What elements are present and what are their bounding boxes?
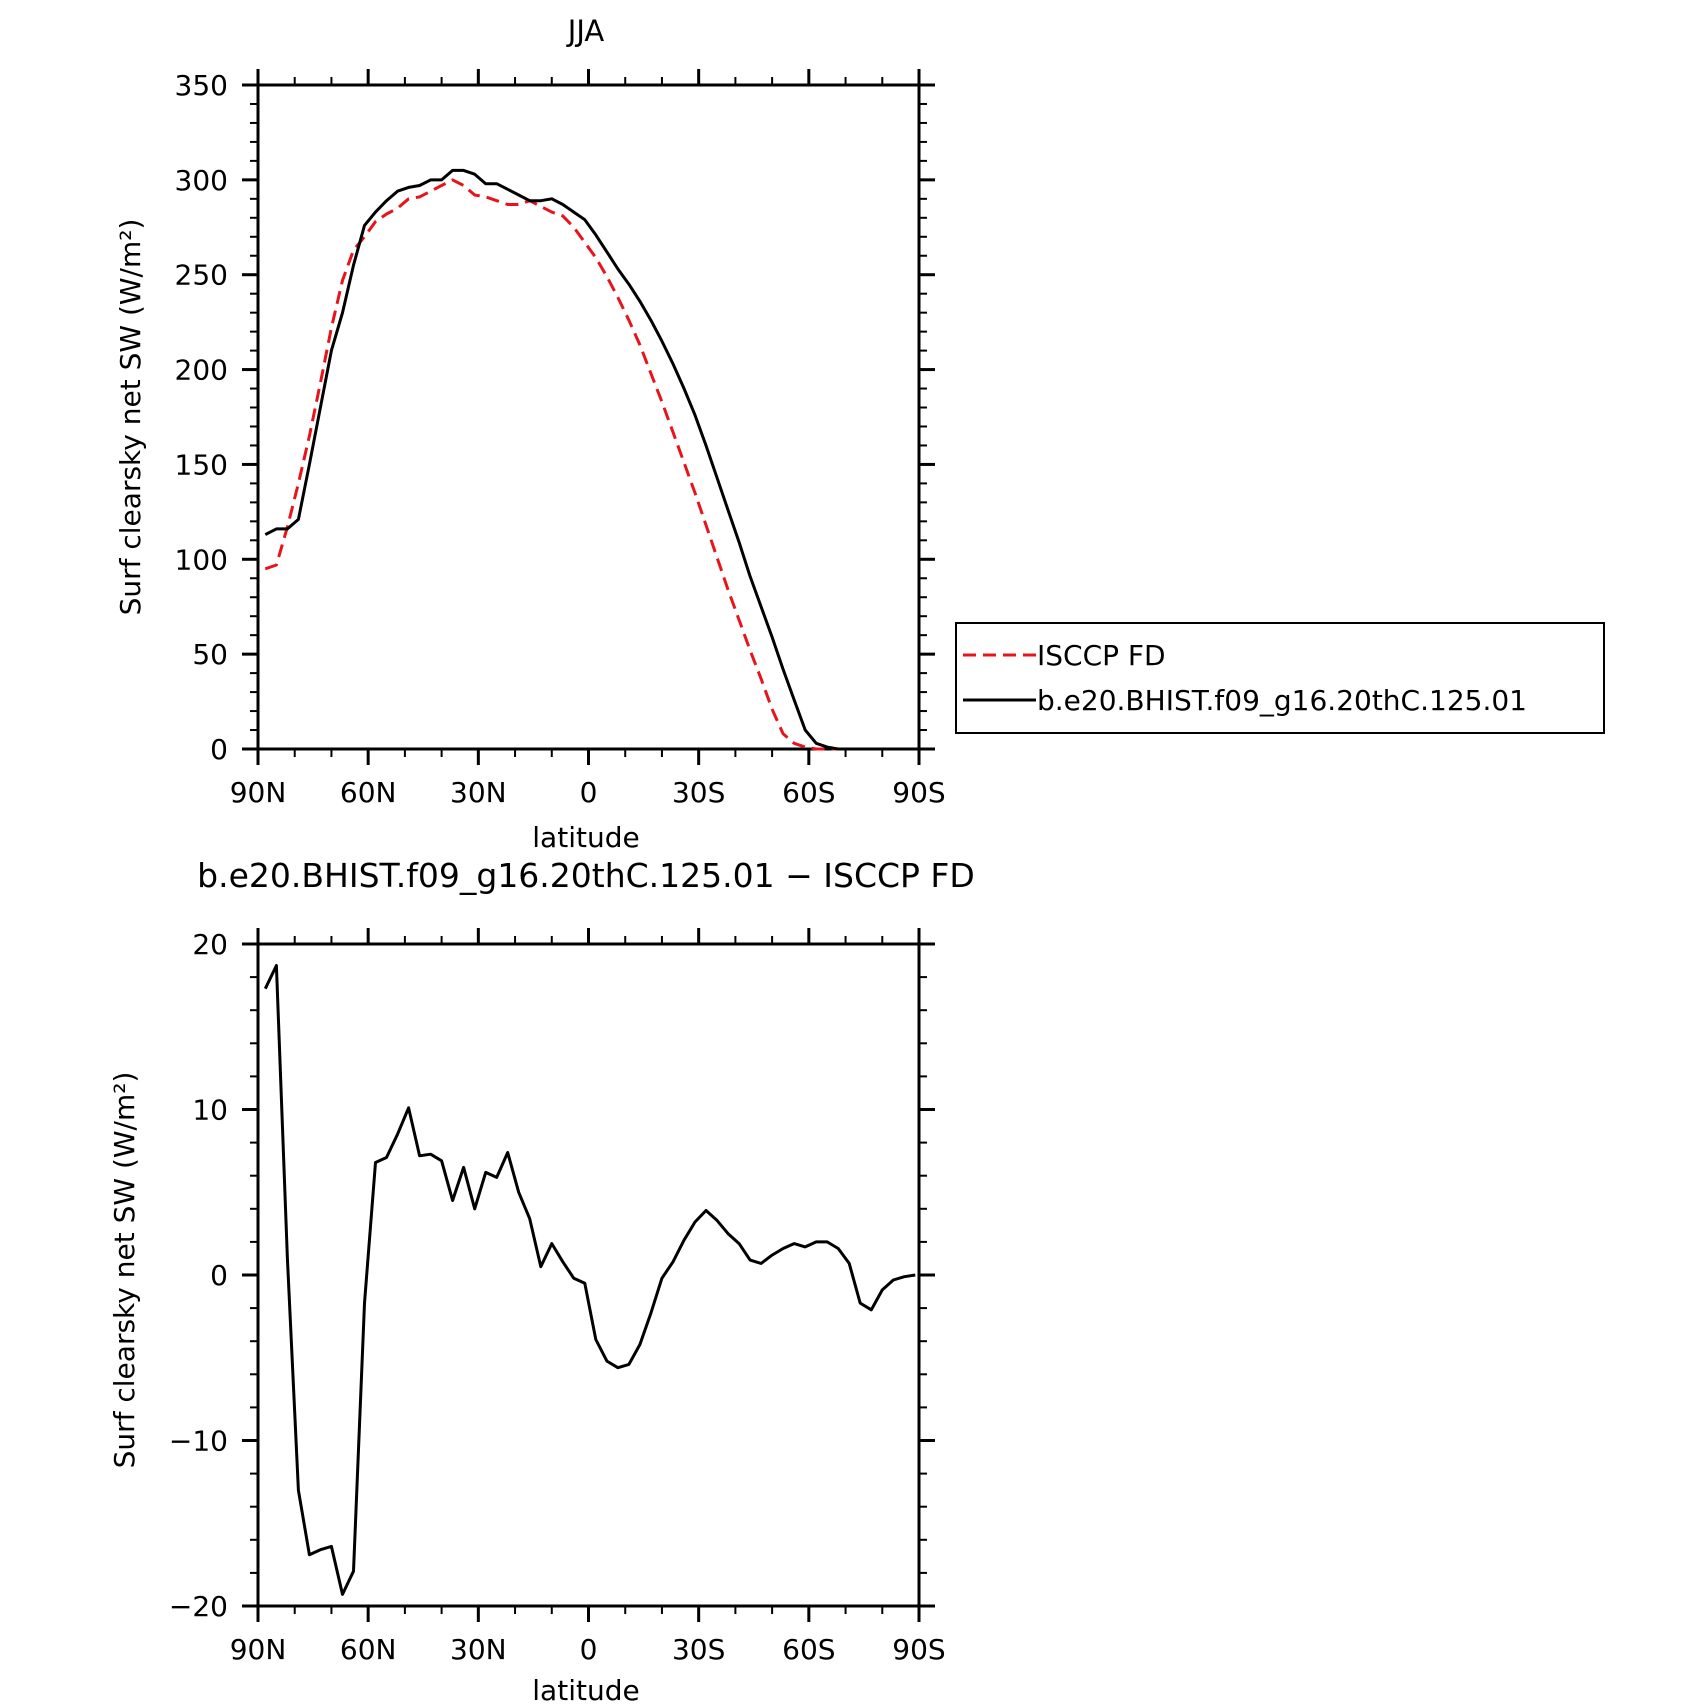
top-x-tick-label: 90N: [230, 776, 287, 809]
bottom-x-tick-label: 30S: [672, 1633, 725, 1666]
top-y-tick-label: 50: [192, 638, 228, 671]
top-series-line-model: [264, 168, 916, 751]
bottom-x-tick-label: 0: [580, 1633, 598, 1666]
top-frame: [256, 83, 921, 751]
top-panel-title: JJA: [566, 14, 605, 48]
bottom-panel-title: b.e20.BHIST.f09_g16.20thC.125.01 − ISCCP…: [197, 856, 975, 895]
bottom-y-tick-label: −20: [169, 1590, 228, 1623]
top-panel-plot-area: 0 50 100 150 200 250 300 350 90N 60N 30N 0 30S 60S 90S: [175, 69, 946, 809]
bottom-y-tick-label: −10: [169, 1425, 228, 1458]
bottom-x-tick-label: 90N: [230, 1633, 287, 1666]
bottom-x-tick-label: 60N: [340, 1633, 397, 1666]
legend: ISCCP FD b.e20.BHIST.f09_g16.20thC.125.0…: [955, 622, 1605, 734]
legend-label-model: b.e20.BHIST.f09_g16.20thC.125.01: [1037, 684, 1527, 717]
top-y-tick-label: 350: [175, 69, 228, 102]
top-y-tick-label: 150: [175, 448, 228, 481]
top-x-tick-label: 30N: [450, 776, 507, 809]
bottom-panel-plot-area: −20 −10 0 10 20 90N 60N 30N 0 30S 60S 90S: [169, 928, 946, 1666]
bottom-panel: b.e20.BHIST.f09_g16.20thC.125.01 − ISCCP…: [108, 856, 975, 1707]
bottom-y-tick-label: 20: [192, 928, 228, 961]
top-series-line-isccp: [264, 178, 916, 751]
bottom-panel-y-axis-label: Surf clearsky net SW (W/m²): [108, 1072, 141, 1469]
top-panel-y-axis-label: Surf clearsky net SW (W/m²): [114, 219, 147, 616]
legend-label-isccp: ISCCP FD: [1037, 639, 1166, 672]
top-panel: JJA 0 50 100 150 200 250 300 350 90N 60N 30N 0 30S 60…: [114, 14, 946, 854]
top-x-tick-label: 0: [580, 776, 598, 809]
bottom-x-tick-label: 30N: [450, 1633, 507, 1666]
top-x-tick-label: 30S: [672, 776, 725, 809]
top-x-tick-label: 60S: [782, 776, 835, 809]
bottom-y-tick-label: 0: [210, 1259, 228, 1292]
top-x-tick-label: 60N: [340, 776, 397, 809]
top-y-tick-label: 300: [175, 164, 228, 197]
top-y-tick-label: 250: [175, 259, 228, 292]
bottom-series-line-model: [263, 964, 916, 1596]
bottom-x-tick-label: 60S: [782, 1633, 835, 1666]
top-y-tick-label: 100: [175, 543, 228, 576]
bottom-panel-x-axis-label: latitude: [532, 1674, 639, 1707]
top-x-tick-label: 90S: [892, 776, 945, 809]
bottom-x-tick-label: 90S: [892, 1633, 945, 1666]
top-y-tick-label: 200: [175, 354, 228, 387]
bottom-y-tick-label: 10: [192, 1094, 228, 1127]
top-panel-x-axis-label: latitude: [532, 821, 639, 854]
legend-box: [955, 622, 1605, 734]
top-y-tick-label: 0: [210, 733, 228, 766]
